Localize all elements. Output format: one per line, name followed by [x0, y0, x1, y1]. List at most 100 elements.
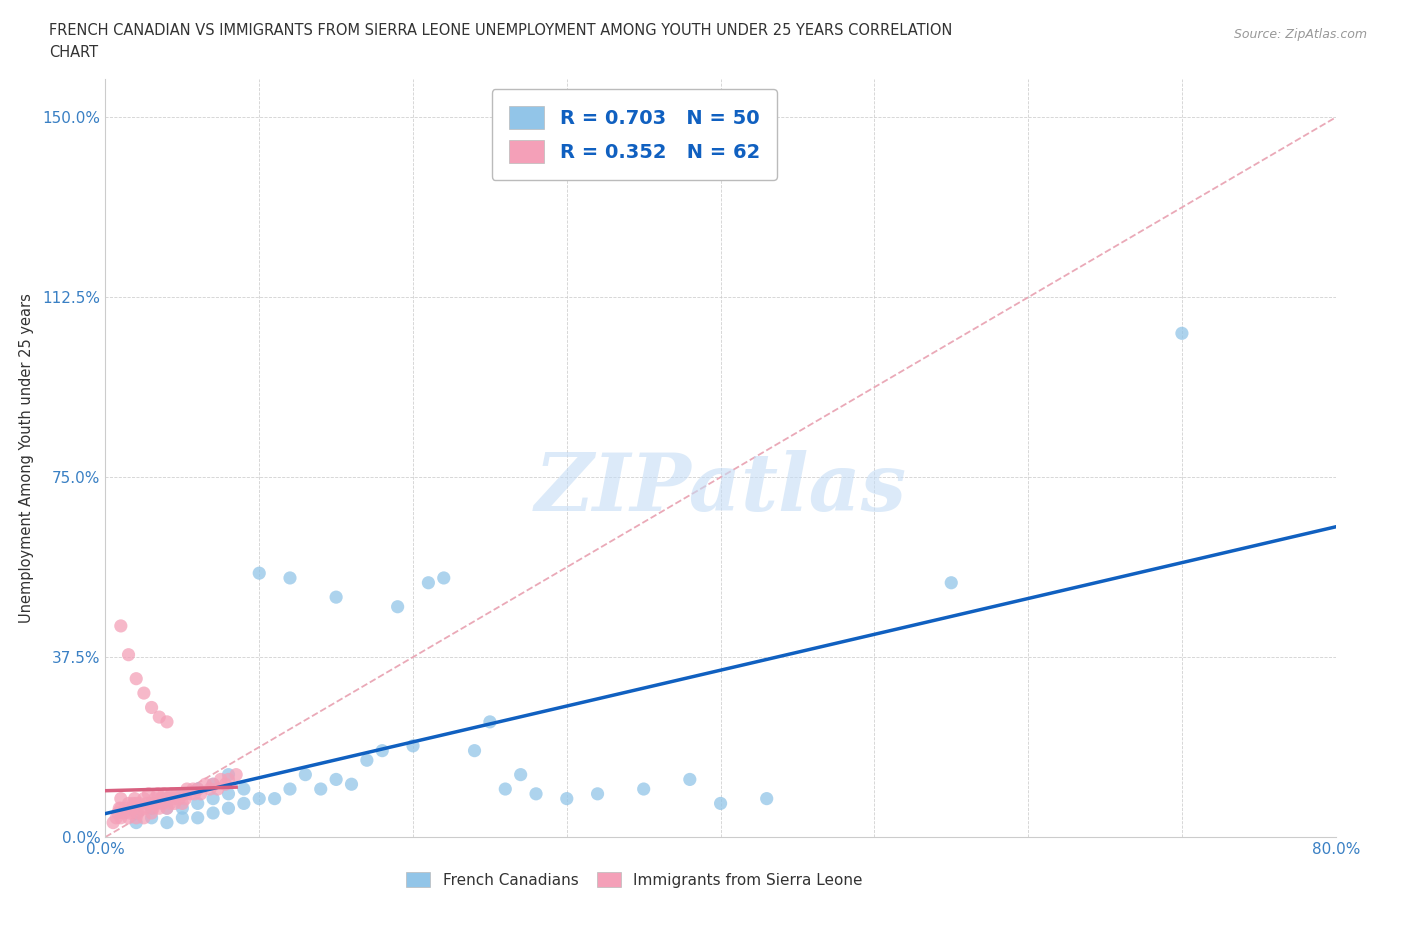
Point [172, 787, 194, 802]
Point [110, 810, 132, 825]
Point [153, 787, 176, 802]
Point [105, 810, 128, 825]
Point [202, 791, 225, 806]
Point [555, 791, 578, 806]
Point [402, 738, 425, 753]
Point [173, 787, 195, 802]
Point [198, 781, 221, 796]
Point [125, 796, 148, 811]
Point [586, 787, 609, 802]
Point [187, 781, 209, 796]
Point [633, 781, 655, 796]
Point [218, 767, 240, 782]
Point [478, 714, 501, 729]
Point [225, 767, 247, 782]
Point [110, 801, 132, 816]
Point [156, 791, 179, 806]
Point [156, 816, 179, 830]
Point [194, 777, 217, 791]
Point [112, 805, 135, 820]
Point [148, 710, 170, 724]
Point [117, 796, 139, 811]
Point [172, 796, 194, 811]
Point [101, 816, 124, 830]
Point [202, 805, 225, 820]
Text: CHART: CHART [49, 45, 98, 60]
Point [127, 805, 149, 820]
Point [679, 772, 702, 787]
Point [278, 570, 301, 585]
Text: FRENCH CANADIAN VS IMMIGRANTS FROM SIERRA LEONE UNEMPLOYMENT AMONG YOUTH UNDER 2: FRENCH CANADIAN VS IMMIGRANTS FROM SIERR… [49, 23, 953, 38]
Point [110, 791, 132, 806]
Point [149, 791, 172, 806]
Point [247, 791, 270, 806]
Point [356, 752, 378, 767]
Point [278, 781, 301, 796]
Point [172, 810, 194, 825]
Point [1171, 326, 1194, 340]
Point [132, 791, 155, 806]
Point [143, 791, 166, 806]
Point [179, 787, 201, 802]
Point [387, 599, 409, 614]
Point [141, 810, 163, 825]
Point [141, 805, 163, 820]
Point [159, 796, 181, 811]
Point [207, 781, 229, 796]
Point [209, 772, 232, 787]
Point [340, 777, 363, 791]
Y-axis label: Unemployment Among Youth under 25 years: Unemployment Among Youth under 25 years [20, 293, 34, 623]
Point [156, 801, 179, 816]
Point [371, 743, 394, 758]
Point [524, 787, 547, 802]
Point [169, 791, 191, 806]
Point [125, 816, 148, 830]
Text: Source: ZipAtlas.com: Source: ZipAtlas.com [1233, 28, 1367, 41]
Point [120, 805, 141, 820]
Point [138, 787, 160, 802]
Point [183, 787, 205, 802]
Point [129, 801, 152, 816]
Point [214, 777, 236, 791]
Point [433, 570, 456, 585]
Point [494, 781, 516, 796]
Point [202, 777, 225, 791]
Point [172, 801, 194, 816]
Point [125, 801, 148, 816]
Point [146, 787, 169, 802]
Point [122, 796, 145, 811]
Point [190, 787, 212, 802]
Point [263, 791, 285, 806]
Point [218, 787, 240, 802]
Point [156, 801, 179, 816]
Point [232, 781, 254, 796]
Point [128, 796, 150, 811]
Point [418, 576, 440, 591]
Point [141, 801, 163, 816]
Point [202, 777, 225, 791]
Point [132, 685, 155, 700]
Point [755, 791, 778, 806]
Point [162, 791, 184, 806]
Text: ZIPatlas: ZIPatlas [534, 449, 907, 527]
Point [187, 781, 209, 796]
Point [134, 801, 156, 816]
Point [157, 791, 180, 806]
Legend: French Canadians, Immigrants from Sierra Leone: French Canadians, Immigrants from Sierra… [399, 866, 869, 894]
Point [174, 791, 197, 806]
Point [247, 565, 270, 580]
Point [165, 787, 187, 802]
Point [125, 805, 148, 820]
Point [325, 772, 347, 787]
Point [124, 791, 146, 806]
Point [141, 796, 163, 811]
Point [155, 791, 177, 806]
Point [114, 801, 136, 816]
Point [125, 810, 148, 825]
Point [187, 810, 209, 825]
Point [176, 781, 198, 796]
Point [309, 781, 332, 796]
Point [218, 801, 240, 816]
Point [464, 743, 486, 758]
Point [160, 787, 183, 802]
